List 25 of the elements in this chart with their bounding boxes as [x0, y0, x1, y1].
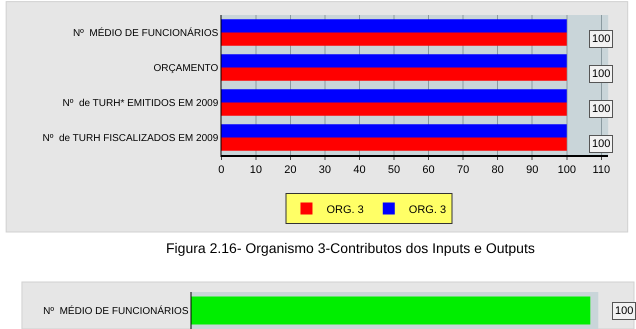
x-tick-label: 110: [592, 164, 610, 176]
y-tick-label: Nº de TURH* EMITIDOS EM 2009: [62, 98, 219, 109]
x-tick-label: 40: [353, 164, 366, 176]
x-tick-label: 100: [558, 164, 576, 176]
text: Figura 2.16- Organismo 3-Contributos dos Inputs e Outputs: [166, 240, 535, 256]
y-tick-label: ORÇAMENTO: [153, 63, 218, 74]
data-label: 100: [592, 68, 610, 80]
y-tick-label: Nº MÉDIO DE FUNCIONÁRIOS: [43, 305, 189, 317]
y-tick-label: Nº de TURH FISCALIZADOS EM 2009: [42, 133, 219, 144]
x-tick-label: 0: [218, 164, 224, 176]
legend-label: ORG. 3: [326, 204, 364, 216]
x-tick-label: 90: [526, 164, 538, 176]
data-label: 100: [592, 138, 610, 150]
data-label: 100: [615, 305, 634, 317]
x-tick-label: 70: [456, 164, 470, 176]
x-tick-label: 10: [250, 164, 262, 176]
data-label: 100: [592, 33, 610, 45]
y-tick-label: Nº MÉDIO DE FUNCIONÁRIOS: [72, 27, 219, 39]
x-tick-label: 80: [492, 164, 504, 176]
x-tick-label: 30: [318, 164, 332, 176]
legend-label: ORG. 3: [408, 204, 446, 216]
data-label: 100: [592, 103, 610, 115]
x-tick-label: 60: [422, 164, 435, 176]
x-tick-label: 50: [388, 164, 400, 176]
x-tick-label: 20: [284, 164, 296, 176]
